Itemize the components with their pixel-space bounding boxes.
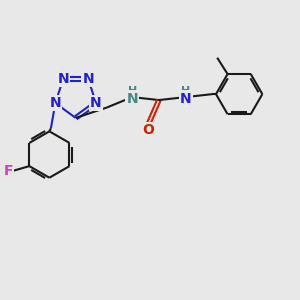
Text: O: O [142, 123, 154, 137]
Text: F: F [4, 164, 13, 178]
Text: N: N [180, 92, 191, 106]
Text: H: H [128, 86, 137, 96]
Text: N: N [90, 96, 102, 110]
Text: N: N [50, 96, 61, 110]
Text: N: N [82, 72, 94, 86]
Text: H: H [181, 86, 190, 96]
Text: N: N [126, 92, 138, 106]
Text: N: N [57, 72, 69, 86]
